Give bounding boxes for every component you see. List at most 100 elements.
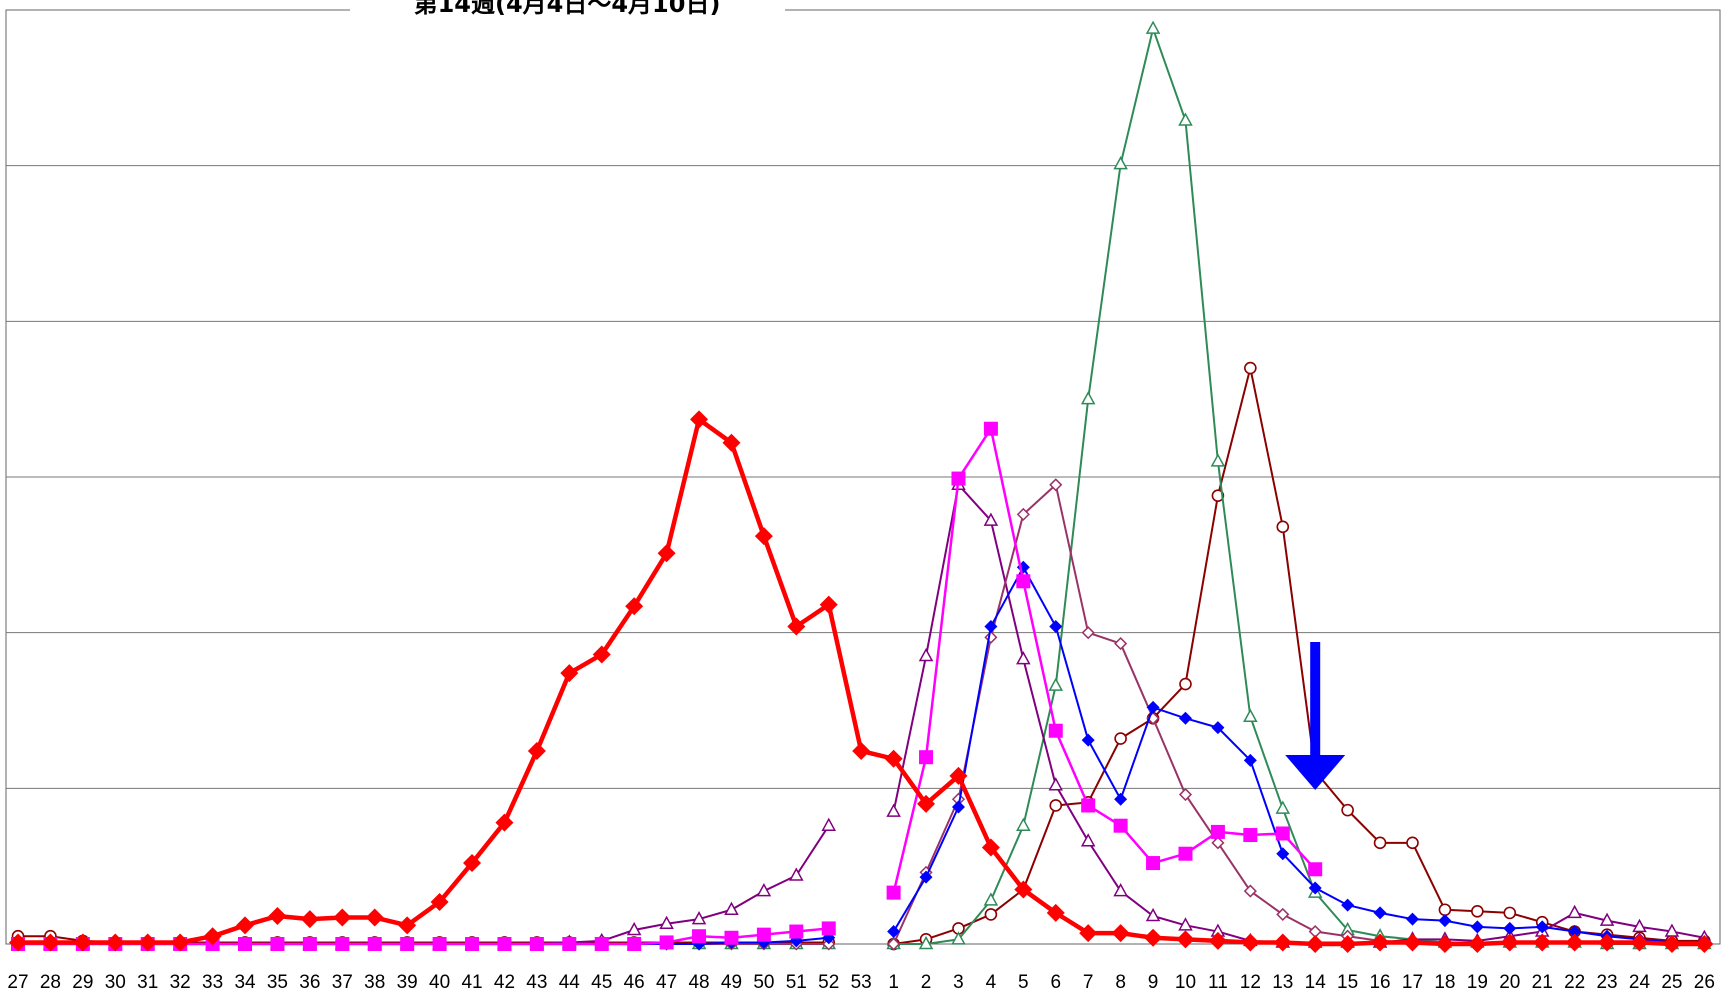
data-point: [1080, 391, 1096, 405]
data-point: [754, 527, 773, 546]
data-point: [1114, 637, 1128, 651]
data-point: [1371, 933, 1390, 952]
series-line: [892, 427, 1317, 893]
data-point: [527, 741, 546, 760]
data-point: [1081, 733, 1095, 747]
data-point: [594, 937, 609, 951]
data-point: [497, 937, 512, 951]
data-point: [1406, 836, 1419, 850]
data-point: [756, 883, 772, 897]
data-point: [919, 750, 934, 765]
data-point: [1308, 881, 1322, 895]
data-point: [1275, 826, 1290, 841]
data-point: [1598, 933, 1617, 952]
data-point: [1210, 824, 1225, 839]
data-point: [1438, 914, 1452, 928]
data-point: [1273, 933, 1292, 952]
data-point: [1176, 930, 1195, 949]
data-point: [983, 421, 998, 436]
data-point: [1146, 856, 1161, 871]
data-point: [236, 916, 255, 935]
data-point: [1471, 905, 1484, 918]
data-point: [171, 933, 190, 952]
x-tick-label: 24: [1629, 972, 1651, 993]
data-point: [1276, 847, 1290, 861]
x-tick-label: 40: [429, 972, 450, 993]
data-point: [789, 924, 804, 939]
data-point: [1405, 912, 1419, 926]
x-tick-label: 12: [1240, 972, 1261, 993]
data-point: [465, 937, 480, 951]
x-tick-label: 2: [921, 972, 932, 993]
data-point: [627, 937, 642, 951]
data-point: [1373, 836, 1387, 850]
data-point: [1470, 920, 1484, 934]
data-point: [1211, 836, 1225, 850]
data-point: [1145, 20, 1161, 34]
data-point: [73, 933, 92, 952]
x-tick-label: 50: [753, 972, 774, 993]
data-point: [1081, 626, 1095, 640]
data-point: [1014, 880, 1033, 899]
series-line: [18, 825, 830, 945]
x-tick-label: 39: [397, 972, 418, 993]
x-tick-label: 48: [688, 972, 709, 993]
data-point: [203, 927, 222, 946]
data-point: [1113, 883, 1128, 897]
x-tick-label: 10: [1175, 972, 1196, 993]
data-point: [1243, 753, 1257, 767]
series-layer: [9, 20, 1714, 953]
data-point: [1503, 906, 1517, 920]
data-point: [367, 937, 382, 951]
x-tick-label: 52: [818, 972, 839, 993]
data-point: [270, 937, 285, 951]
data-point: [821, 817, 837, 831]
data-point: [1503, 921, 1517, 935]
x-tick-label: 14: [1305, 972, 1327, 993]
data-point: [951, 931, 966, 945]
x-tick-label: 5: [1018, 972, 1029, 993]
data-point: [1114, 732, 1127, 745]
data-point: [1565, 933, 1584, 952]
data-point: [1048, 723, 1063, 738]
data-point: [1632, 918, 1647, 933]
data-point: [1438, 903, 1452, 917]
data-point: [951, 800, 965, 814]
title-background: [350, 0, 785, 24]
series-4: [11, 478, 1711, 951]
data-point: [1276, 907, 1290, 921]
x-tick-label: 46: [624, 972, 645, 993]
data-point: [1178, 112, 1193, 126]
data-point: [1049, 619, 1063, 633]
x-tick-label: 34: [234, 972, 256, 993]
data-point: [1630, 933, 1649, 952]
data-point: [1210, 453, 1226, 467]
x-tick-label: 41: [461, 972, 482, 993]
data-point: [949, 766, 968, 785]
data-point: [1241, 933, 1260, 952]
data-point: [918, 935, 934, 950]
data-point: [983, 512, 999, 526]
data-point: [1113, 818, 1128, 833]
x-tick-label: 6: [1050, 972, 1061, 993]
data-point: [984, 630, 998, 644]
x-tick-label: 53: [851, 972, 872, 993]
x-tick-label: 47: [656, 972, 677, 993]
x-tick-label: 29: [72, 972, 93, 993]
data-point: [1113, 156, 1128, 170]
data-point: [1178, 917, 1193, 931]
arrow-annotation: [1285, 642, 1346, 790]
data-point: [789, 867, 804, 881]
data-point: [1341, 898, 1355, 912]
data-point: [562, 937, 577, 951]
data-point: [821, 921, 836, 936]
data-point: [981, 838, 1000, 857]
x-tick-label: 19: [1467, 972, 1488, 993]
x-tick-label: 4: [986, 972, 997, 993]
x-tick-label: 11: [1208, 972, 1228, 993]
data-point: [1114, 792, 1128, 806]
data-point: [1178, 846, 1193, 861]
x-tick-label: 13: [1272, 972, 1293, 993]
data-point: [333, 908, 352, 927]
data-point: [1373, 906, 1387, 920]
